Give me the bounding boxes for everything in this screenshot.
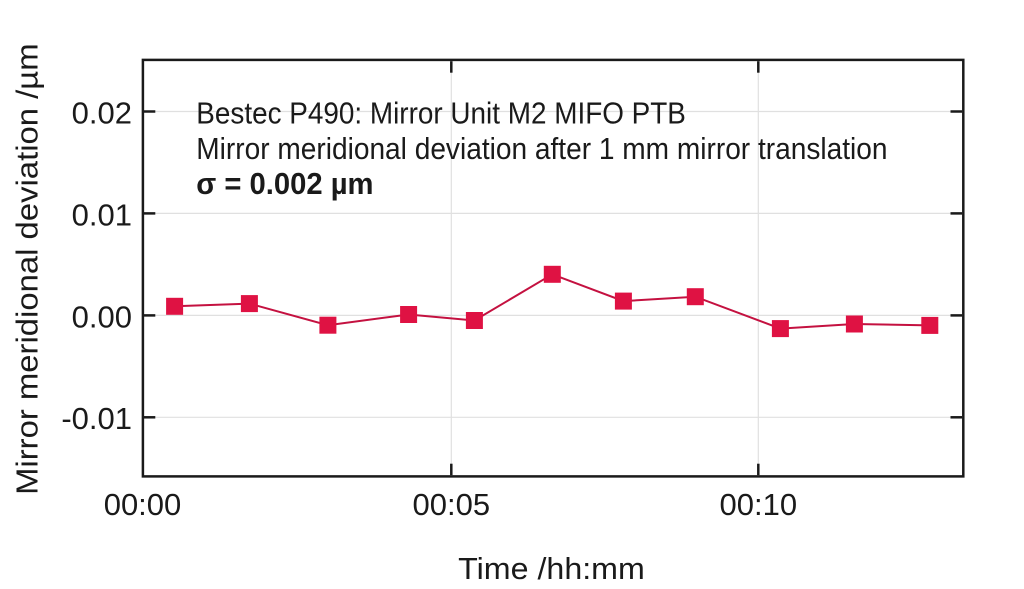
svg-text:σ = 0.002 µm: σ = 0.002 µm: [196, 166, 373, 201]
svg-text:00:10: 00:10: [720, 487, 798, 522]
svg-text:Bestec P490: Mirror Unit M2 MI: Bestec P490: Mirror Unit M2 MIFO PTB: [196, 95, 686, 130]
svg-text:00:05: 00:05: [413, 487, 491, 522]
svg-text:0.01: 0.01: [72, 197, 132, 232]
svg-text:-0.01: -0.01: [61, 401, 132, 436]
svg-text:Mirror meridional deviation /µ: Mirror meridional deviation /µm: [9, 43, 44, 495]
svg-text:00:00: 00:00: [104, 487, 182, 522]
svg-text:Time /hh:mm: Time /hh:mm: [458, 551, 645, 586]
svg-text:Mirror meridional deviation af: Mirror meridional deviation after 1 mm m…: [196, 131, 887, 166]
svg-text:0.02: 0.02: [72, 95, 132, 130]
svg-text:0.00: 0.00: [72, 299, 132, 334]
